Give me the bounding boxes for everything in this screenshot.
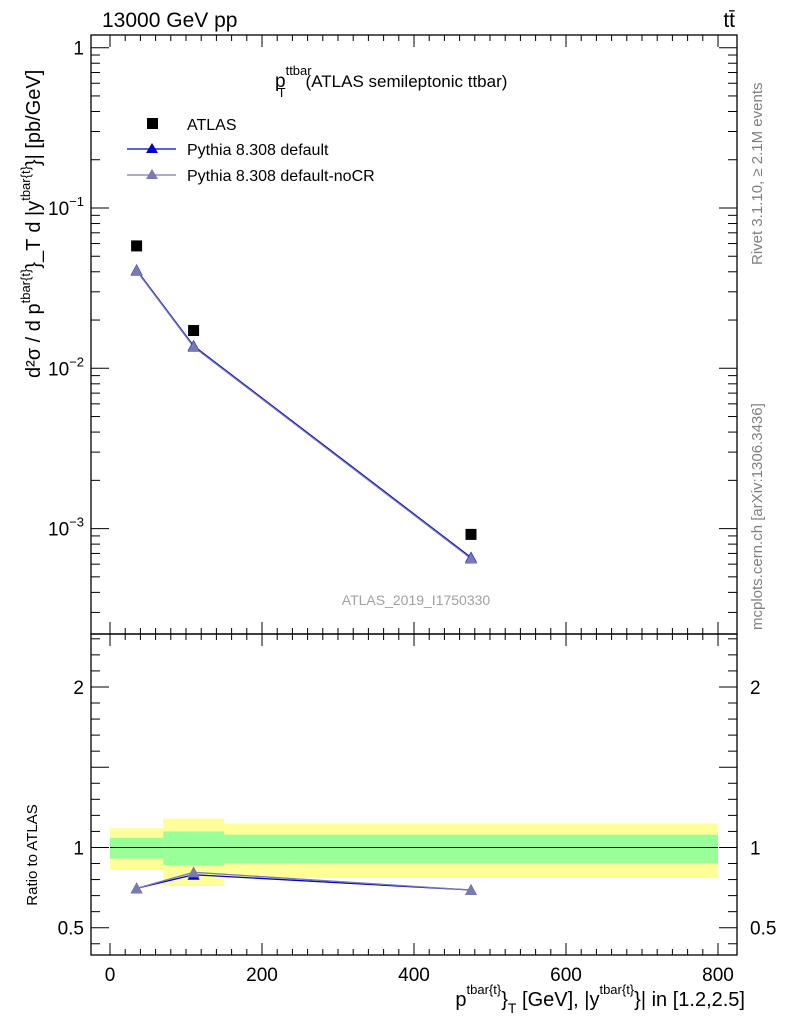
main-panel: 1 10−1 10−2 10−3 pttbar T(ATLAS semileptonic… <box>18 34 738 646</box>
legend-label-nocr: Pythia 8.308 default-noCR <box>187 168 375 185</box>
ratio-axis-ticks: 0 200 400 600 800 0.5 0.5 1 1 2 2 <box>58 633 776 986</box>
ratio-data-marks <box>130 866 477 895</box>
ratio-ylabel: Ratio to ATLAS <box>24 804 41 905</box>
data-point-series-2 <box>130 264 143 276</box>
ratio-y-tick-label-right: 1 <box>750 838 761 859</box>
x-tick-label: 600 <box>550 965 582 986</box>
header-left: 13000 GeV pp <box>102 9 237 32</box>
ratio-frame <box>90 633 738 956</box>
series-line-2 <box>136 270 472 560</box>
legend-label-default: Pythia 8.308 default <box>187 142 329 159</box>
data-point-atlas <box>188 325 200 337</box>
ratio-panel: 0 200 400 600 800 0.5 0.5 1 1 2 2 Ratio to ATLAS <box>24 633 776 986</box>
rivet-label: Rivet 3.1.10, ≥ 2.1M events <box>749 83 766 266</box>
main-ylabel: d²σ / d ptbar{t}}_Td |ytbar{t}}| [pb/GeV… <box>18 70 45 378</box>
ratio-point-1 <box>130 882 143 894</box>
main-data-marks <box>130 240 477 564</box>
mcplots-label: mcplots.cern.ch [arXiv:1306.3436] <box>749 403 766 630</box>
y-tick-label: 10−1 <box>48 194 84 220</box>
y-tick-label: 10−2 <box>48 354 84 380</box>
ratio-point-1 <box>465 883 477 895</box>
legend-marker-atlas <box>147 118 158 129</box>
x-tick-label: 400 <box>398 965 430 986</box>
ratio-y-tick-label: 0.5 <box>58 919 84 940</box>
ratio-bands <box>110 818 718 886</box>
ratio-band-green-1 <box>163 831 224 866</box>
series-line-1 <box>136 269 472 559</box>
legend-label-atlas: ATLAS <box>187 117 237 134</box>
legend-marker-nocr <box>146 169 158 179</box>
data-point-atlas <box>131 240 143 252</box>
ratio-y-tick-label: 1 <box>73 838 84 859</box>
x-tick-label: 800 <box>702 965 734 986</box>
ratio-band-green-2 <box>224 834 718 864</box>
data-point-series-2 <box>465 552 477 564</box>
ratio-y-tick-label-right: 2 <box>750 678 761 699</box>
watermark: ATLAS_2019_I1750330 <box>342 592 491 608</box>
ratio-band-green-0 <box>110 837 164 859</box>
ratio-y-tick-label: 2 <box>73 678 84 699</box>
ratio-point-1 <box>187 866 200 878</box>
x-tick-label: 0 <box>105 965 116 986</box>
x-axis-label: ptbar{t}}T [GeV], |ytbar{t}}| in [1.2,2.… <box>455 982 745 1016</box>
legend: ATLAS Pythia 8.308 default Pythia 8.308 … <box>127 117 375 185</box>
header-right: tt̄ <box>723 9 735 32</box>
y-tick-label: 1 <box>73 39 84 60</box>
data-point-series-2 <box>187 340 200 352</box>
legend-marker-default <box>146 143 158 153</box>
ratio-y-tick-label-right: 0.5 <box>750 919 776 940</box>
x-tick-label: 200 <box>246 965 278 986</box>
y-tick-label: 10−3 <box>48 515 84 541</box>
plot-title: pttbar T(ATLAS semileptonic ttbar) <box>275 63 507 100</box>
data-point-atlas <box>465 528 477 540</box>
